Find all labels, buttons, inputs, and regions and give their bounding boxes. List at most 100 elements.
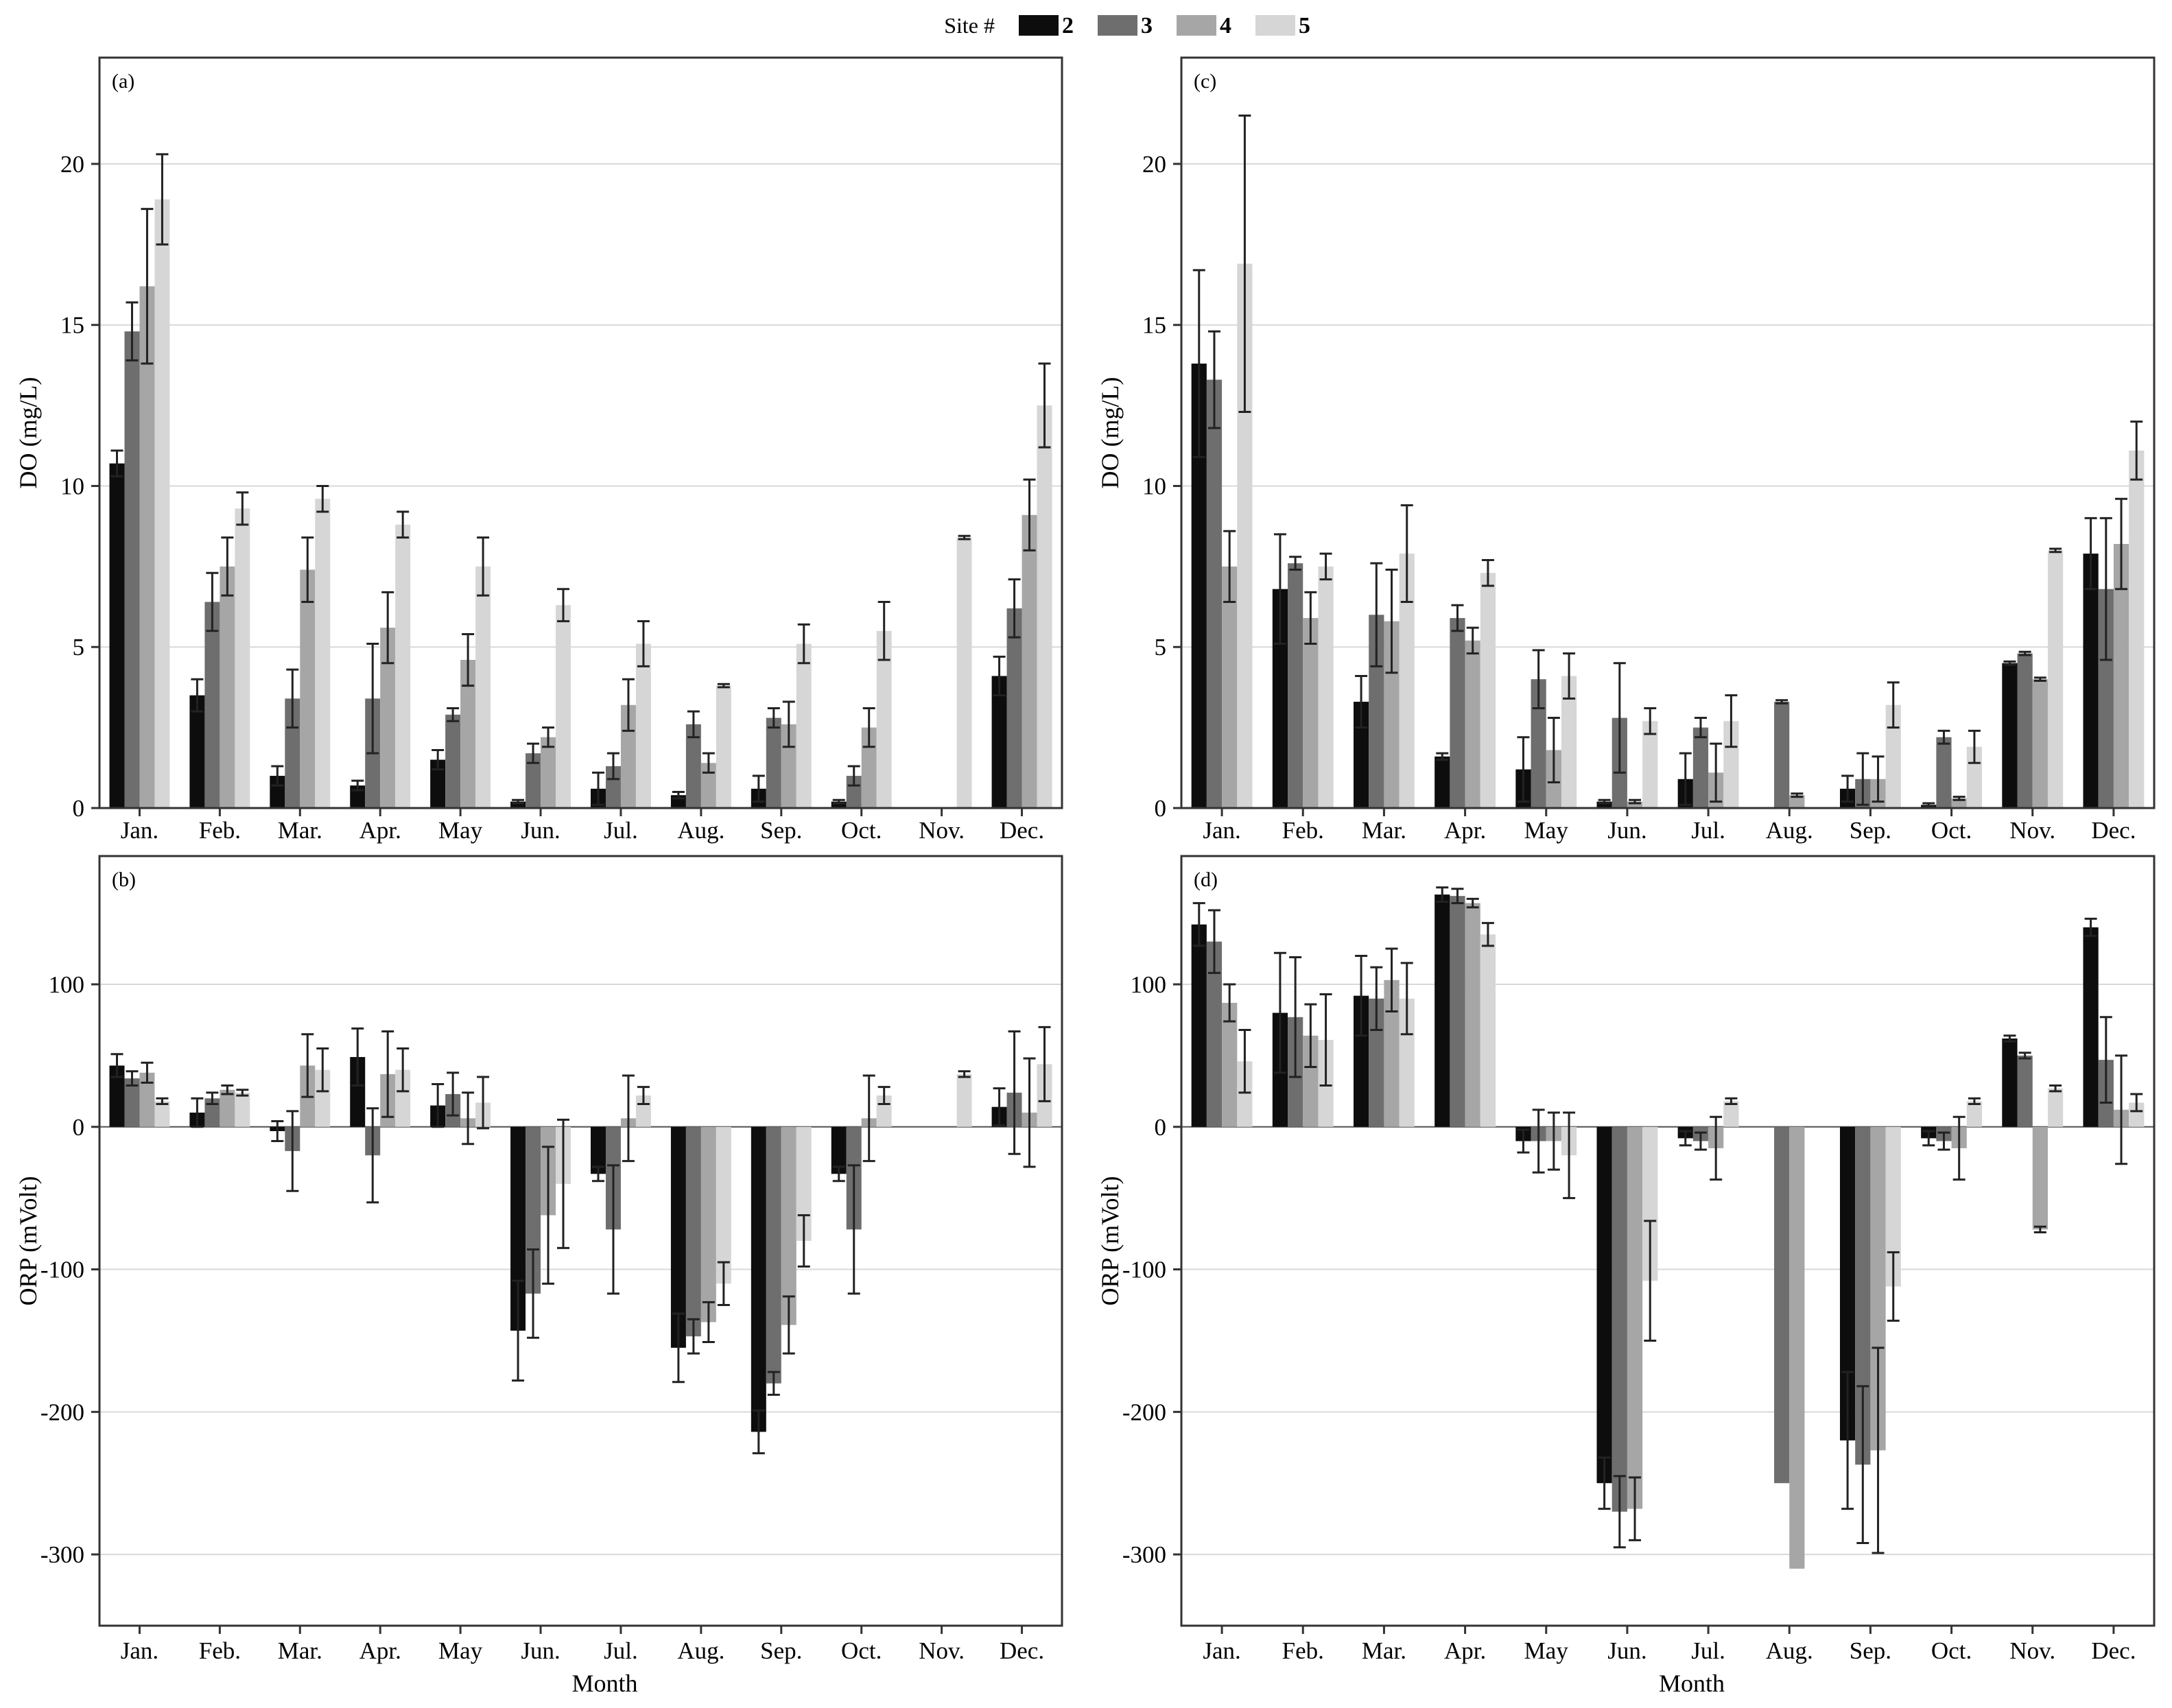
- error-bar-c-site5-5: [1644, 707, 1657, 735]
- error-bar-a-site4-11: [1023, 478, 1036, 551]
- bar-c-site5-1: [1318, 566, 1334, 808]
- bar-b-site2-9: [831, 1126, 847, 1174]
- bar-c-site5-10: [2047, 550, 2064, 808]
- bar-a-site2-4: [430, 759, 446, 808]
- error-bar-b-site5-6: [637, 1086, 650, 1106]
- ytick-label-d-4: 100: [1131, 971, 1167, 998]
- error-bar-c-site5-11: [2130, 420, 2143, 481]
- bar-b-site4-0: [139, 1072, 155, 1127]
- error-bar-c-site3-9: [1937, 729, 1950, 745]
- error-bar-c-site3-11: [2099, 517, 2112, 661]
- bar-d-site2-3: [1435, 894, 1450, 1127]
- error-bar-a-site2-3: [351, 779, 364, 792]
- error-bar-a-site4-6: [622, 678, 635, 732]
- bar-c-site3-11: [2098, 589, 2114, 808]
- error-bar-d-site3-5: [1613, 1475, 1626, 1549]
- xtick-label-a-3: Apr.: [359, 817, 401, 844]
- error-bar-b-site4-1: [221, 1084, 234, 1095]
- bar-a-site3-1: [204, 602, 220, 808]
- error-bar-a-site3-6: [606, 752, 619, 781]
- bar-c-site5-8: [1885, 704, 1901, 808]
- error-bar-d-site5-5: [1644, 1220, 1657, 1342]
- error-bar-b-site2-6: [591, 1165, 604, 1183]
- legend-swatch-site-2: [1019, 15, 1059, 36]
- bar-d-site4-8: [1870, 1126, 1886, 1451]
- bar-d-site5-3: [1480, 934, 1496, 1127]
- bar-d-site5-0: [1237, 1061, 1253, 1127]
- error-bar-b-site5-10: [958, 1070, 971, 1078]
- bar-a-site5-8: [796, 643, 812, 808]
- xtick-label-c-2: Mar.: [1362, 817, 1406, 844]
- error-bar-b-site4-11: [1023, 1057, 1036, 1168]
- error-bar-b-site3-2: [286, 1110, 299, 1192]
- error-bar-b-site3-7: [687, 1318, 700, 1355]
- bar-a-site5-6: [635, 643, 651, 808]
- bar-a-site4-3: [380, 628, 396, 808]
- error-bar-a-site2-1: [191, 678, 204, 713]
- bar-a-site4-7: [700, 763, 716, 808]
- xtick-label-d-0: Jan.: [1203, 1637, 1240, 1664]
- error-bar-c-site5-9: [1968, 729, 1981, 764]
- error-bar-d-site4-4: [1547, 1111, 1560, 1171]
- error-bar-c-site5-10: [2049, 547, 2062, 554]
- bar-a-site3-0: [124, 331, 140, 808]
- error-bar-c-site4-2: [1385, 569, 1398, 674]
- error-bar-a-site3-9: [847, 765, 860, 787]
- error-bar-c-site4-6: [1710, 742, 1723, 803]
- bar-d-site3-3: [1450, 896, 1465, 1127]
- bar-d-site4-1: [1303, 1035, 1319, 1127]
- xtick-label-b-11: Dec.: [1000, 1637, 1044, 1664]
- bar-c-site4-3: [1465, 640, 1480, 808]
- ytick-label-d-0: -300: [1122, 1541, 1166, 1568]
- error-bar-d-site5-0: [1238, 1028, 1251, 1094]
- error-bar-d-site4-5: [1629, 1476, 1642, 1541]
- error-bar-a-site3-8: [767, 707, 780, 729]
- bar-c-site5-6: [1723, 721, 1739, 808]
- error-bar-b-site5-5: [557, 1118, 570, 1249]
- error-bar-b-site4-0: [141, 1061, 154, 1084]
- xtick-label-b-8: Sep.: [760, 1637, 802, 1664]
- x-axis-title-b: Month: [571, 1670, 637, 1697]
- panel-label-d: (d): [1194, 868, 1218, 891]
- bar-d-site5-5: [1642, 1126, 1658, 1281]
- bar-a-site5-10: [956, 537, 972, 808]
- bar-d-site4-10: [2032, 1126, 2048, 1230]
- error-bar-c-site2-5: [1598, 798, 1611, 805]
- error-bar-a-site3-11: [1008, 578, 1021, 639]
- error-bar-b-site4-2: [301, 1033, 314, 1098]
- error-bar-b-site5-0: [156, 1097, 169, 1106]
- ytick-label-a-2: 10: [60, 473, 84, 499]
- error-bar-d-site5-3: [1481, 922, 1494, 947]
- error-bar-d-site4-11: [2115, 1054, 2128, 1165]
- xtick-label-a-5: Jun.: [521, 817, 560, 844]
- bar-c-site4-11: [2113, 543, 2129, 808]
- xtick-label-c-5: Jun.: [1607, 817, 1646, 844]
- error-bar-a-site3-5: [527, 742, 540, 764]
- bar-a-site5-3: [395, 524, 411, 808]
- error-bar-c-site3-2: [1370, 562, 1383, 667]
- error-bar-a-site2-4: [432, 748, 445, 771]
- error-bar-d-site2-3: [1436, 886, 1449, 903]
- error-bar-d-site2-2: [1355, 954, 1368, 1037]
- bar-a-site4-8: [781, 724, 796, 808]
- bar-b-site2-6: [590, 1126, 606, 1174]
- error-bar-a-site3-3: [366, 643, 379, 755]
- bar-b-site2-3: [350, 1056, 366, 1127]
- error-bar-c-site5-6: [1725, 694, 1738, 748]
- bar-d-site3-10: [2017, 1055, 2033, 1127]
- ytick-label-c-0: 0: [1155, 795, 1167, 822]
- error-bar-a-site3-1: [206, 571, 219, 632]
- error-bar-c-site4-7: [1791, 792, 1804, 798]
- xtick-label-d-2: Mar.: [1362, 1637, 1406, 1664]
- error-bar-b-site5-4: [477, 1076, 490, 1130]
- error-bar-b-site4-4: [462, 1091, 475, 1146]
- legend-swatch-site-4: [1177, 15, 1216, 36]
- bar-a-site4-5: [541, 737, 556, 808]
- bar-d-site2-11: [2083, 927, 2099, 1127]
- error-bar-d-site4-0: [1223, 983, 1236, 1023]
- error-bar-b-site5-1: [236, 1089, 249, 1097]
- error-bar-a-site5-1: [236, 491, 249, 526]
- bar-c-site2-5: [1596, 801, 1612, 808]
- error-bar-b-site3-11: [1008, 1030, 1021, 1155]
- bar-a-site3-8: [766, 717, 781, 808]
